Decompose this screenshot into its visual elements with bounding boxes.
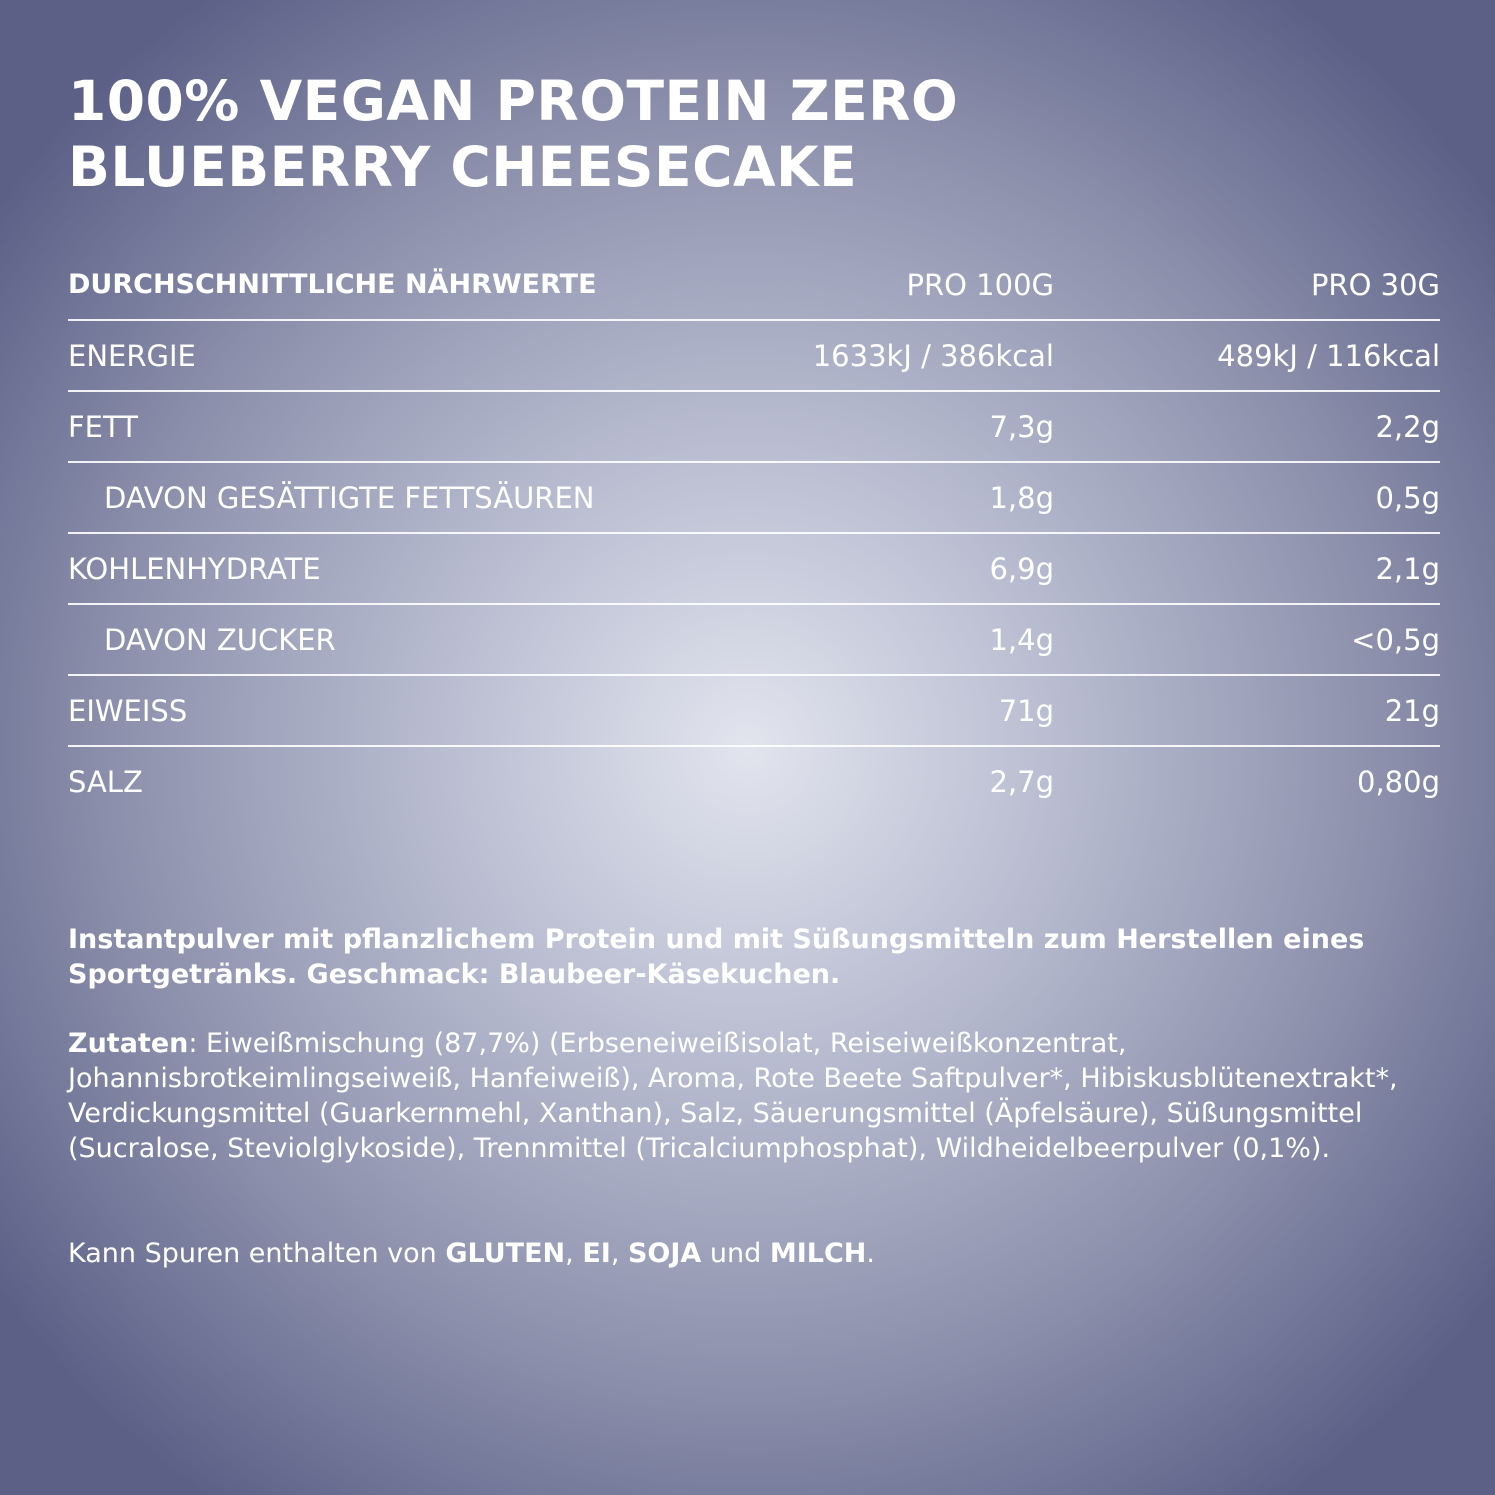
nutrition-row-energy: ENERGIE 1633kJ / 386kcal 489kJ / 116kcal	[68, 320, 1440, 391]
nutrition-row-salt: SALZ 2,7g 0,80g	[68, 746, 1440, 816]
nutrition-row-fat: FETT 7,3g 2,2g	[68, 391, 1440, 462]
nutrient-label: KOHLENHYDRATE	[68, 551, 321, 586]
nutrient-per100: 7,3g	[989, 409, 1054, 444]
nutrient-label: DAVON GESÄTTIGTE FETTSÄUREN	[104, 480, 595, 515]
allergen-gluten: GLUTEN	[445, 1238, 566, 1269]
nutrition-table: DURCHSCHNITTLICHE NÄHRWERTE PRO 100G PRO…	[68, 250, 1440, 816]
nutrient-per30: <0,5g	[1351, 622, 1440, 657]
nutrition-header-row: DURCHSCHNITTLICHE NÄHRWERTE PRO 100G PRO…	[68, 250, 1440, 320]
nutrient-label: DAVON ZUCKER	[104, 622, 336, 657]
nutrient-per100: 1,4g	[989, 622, 1054, 657]
traces-separator: ,	[610, 1238, 628, 1269]
nutrient-label: EIWEISS	[68, 693, 188, 728]
nutrition-header-label: DURCHSCHNITTLICHE NÄHRWERTE	[68, 269, 597, 300]
allergen-milk: MILCH	[769, 1238, 867, 1269]
nutrient-per100: 1,8g	[989, 480, 1054, 515]
allergen-soy: SOJA	[627, 1238, 702, 1269]
product-title: 100% VEGAN PROTEIN ZERO BLUEBERRY CHEESE…	[68, 68, 958, 200]
nutrient-label: FETT	[68, 409, 138, 444]
ingredients-paragraph: Zutaten: Eiweißmischung (87,7%) (Erbsene…	[68, 1026, 1448, 1166]
nutrition-header-per100: PRO 100G	[906, 267, 1054, 302]
product-title-line-1: 100% VEGAN PROTEIN ZERO	[68, 69, 959, 133]
product-description: Instantpulver mit pflanzlichem Protein u…	[68, 924, 1365, 990]
nutrient-label: SALZ	[68, 764, 143, 799]
traces-suffix: .	[866, 1238, 875, 1269]
allergen-egg: EI	[582, 1238, 611, 1269]
nutrition-header-per30: PRO 30G	[1310, 267, 1440, 302]
nutrient-per30: 0,5g	[1375, 480, 1440, 515]
nutrient-per100: 2,7g	[989, 764, 1054, 799]
nutrient-label: ENERGIE	[68, 338, 196, 373]
nutrient-per30: 0,80g	[1357, 764, 1440, 799]
nutrition-row-carbohydrates: KOHLENHYDRATE 6,9g 2,1g	[68, 533, 1440, 604]
ingredients-text: : Eiweißmischung (87,7%) (Erbseneiweißis…	[68, 1028, 1398, 1164]
nutrient-per30: 2,2g	[1375, 409, 1440, 444]
traces-separator: ,	[565, 1238, 583, 1269]
nutrition-row-saturated-fat: DAVON GESÄTTIGTE FETTSÄUREN 1,8g 0,5g	[68, 462, 1440, 533]
nutrition-row-sugar: DAVON ZUCKER 1,4g <0,5g	[68, 604, 1440, 675]
ingredients-label: Zutaten	[68, 1028, 189, 1059]
nutrient-per100: 1633kJ / 386kcal	[812, 338, 1054, 373]
nutrient-per100: 71g	[998, 693, 1054, 728]
nutrition-row-protein: EIWEISS 71g 21g	[68, 675, 1440, 746]
product-title-line-2: BLUEBERRY CHEESECAKE	[68, 135, 858, 199]
traces-prefix: Kann Spuren enthalten von	[68, 1238, 446, 1269]
nutrient-per30: 489kJ / 116kcal	[1217, 338, 1440, 373]
traces-separator: und	[701, 1238, 770, 1269]
allergen-traces-notice: Kann Spuren enthalten von GLUTEN, EI, SO…	[68, 1236, 1448, 1271]
nutrient-per100: 6,9g	[989, 551, 1054, 586]
nutrient-per30: 21g	[1384, 693, 1440, 728]
nutrient-per30: 2,1g	[1375, 551, 1440, 586]
